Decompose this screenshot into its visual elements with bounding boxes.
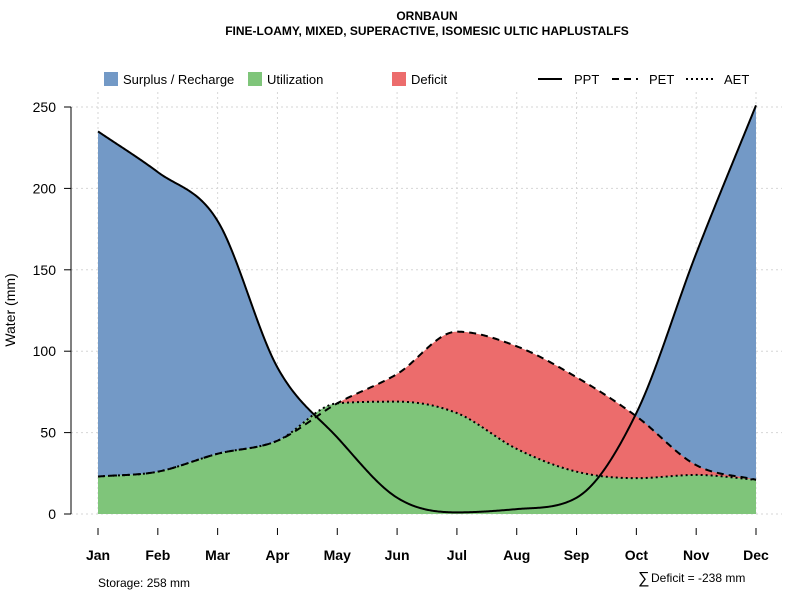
- legend-label-pet: PET: [649, 72, 674, 87]
- legend-swatch-deficit: [392, 72, 406, 86]
- x-tick-label-sep: Sep: [564, 547, 590, 563]
- series-line-ppt: [97, 104, 757, 514]
- storage-note: Storage: 258 mm: [98, 576, 190, 590]
- legend-swatch-surplus: [104, 72, 118, 86]
- legend-swatch-utilization: [248, 72, 262, 86]
- x-axis: Jan Feb Mar Apr May Jun Jul Aug Sep Oct Nov Dec: [86, 528, 769, 563]
- y-axis-title: Water (mm): [2, 273, 18, 346]
- y-tick-label-0: 0: [48, 506, 56, 522]
- chart-title: ORNBAUN: [396, 9, 457, 23]
- x-tick-label-jul: Jul: [447, 547, 467, 563]
- series-line-aet: [97, 400, 757, 481]
- y-tick-label-50: 50: [40, 425, 56, 441]
- x-tick-label-mar: Mar: [205, 547, 230, 563]
- area-surplus-recharge: [98, 105, 756, 513]
- area-layer: [98, 105, 756, 514]
- x-tick-label-jun: Jun: [385, 547, 410, 563]
- legend-label-ppt: PPT: [574, 72, 599, 87]
- x-tick-label-feb: Feb: [145, 547, 170, 563]
- x-tick-label-dec: Dec: [743, 547, 769, 563]
- legend-label-aet: AET: [724, 72, 749, 87]
- line-layer: [97, 104, 757, 514]
- x-tick-label-oct: Oct: [625, 547, 649, 563]
- series-line-pet: [97, 330, 757, 481]
- legend-label-deficit: Deficit: [411, 72, 448, 87]
- area-deficit: [98, 331, 756, 480]
- x-tick-label-may: May: [324, 547, 351, 563]
- chart-subtitle: FINE-LOAMY, MIXED, SUPERACTIVE, ISOMESIC…: [225, 24, 629, 38]
- y-tick-label-200: 200: [33, 180, 57, 196]
- y-tick-label-150: 150: [33, 262, 57, 278]
- legend: Surplus / Recharge Utilization Deficit P…: [104, 72, 749, 87]
- y-ticks: 0 50 100 150 200 250: [33, 99, 71, 522]
- legend-label-surplus: Surplus / Recharge: [123, 72, 234, 87]
- x-tick-label-apr: Apr: [265, 547, 290, 563]
- deficit-sum-icon: ∑: [638, 570, 649, 587]
- x-tick-label-aug: Aug: [503, 547, 530, 563]
- legend-label-utilization: Utilization: [267, 72, 323, 87]
- x-tick-label-jan: Jan: [86, 547, 110, 563]
- y-tick-label-250: 250: [33, 99, 57, 115]
- x-ticks: Jan Feb Mar Apr May Jun Jul Aug Sep Oct Nov Dec: [86, 528, 769, 563]
- y-tick-label-100: 100: [33, 343, 57, 359]
- deficit-note: Deficit = -238 mm: [651, 571, 745, 585]
- y-axis: 0 50 100 150 200 250: [33, 99, 72, 522]
- x-tick-label-nov: Nov: [683, 547, 710, 563]
